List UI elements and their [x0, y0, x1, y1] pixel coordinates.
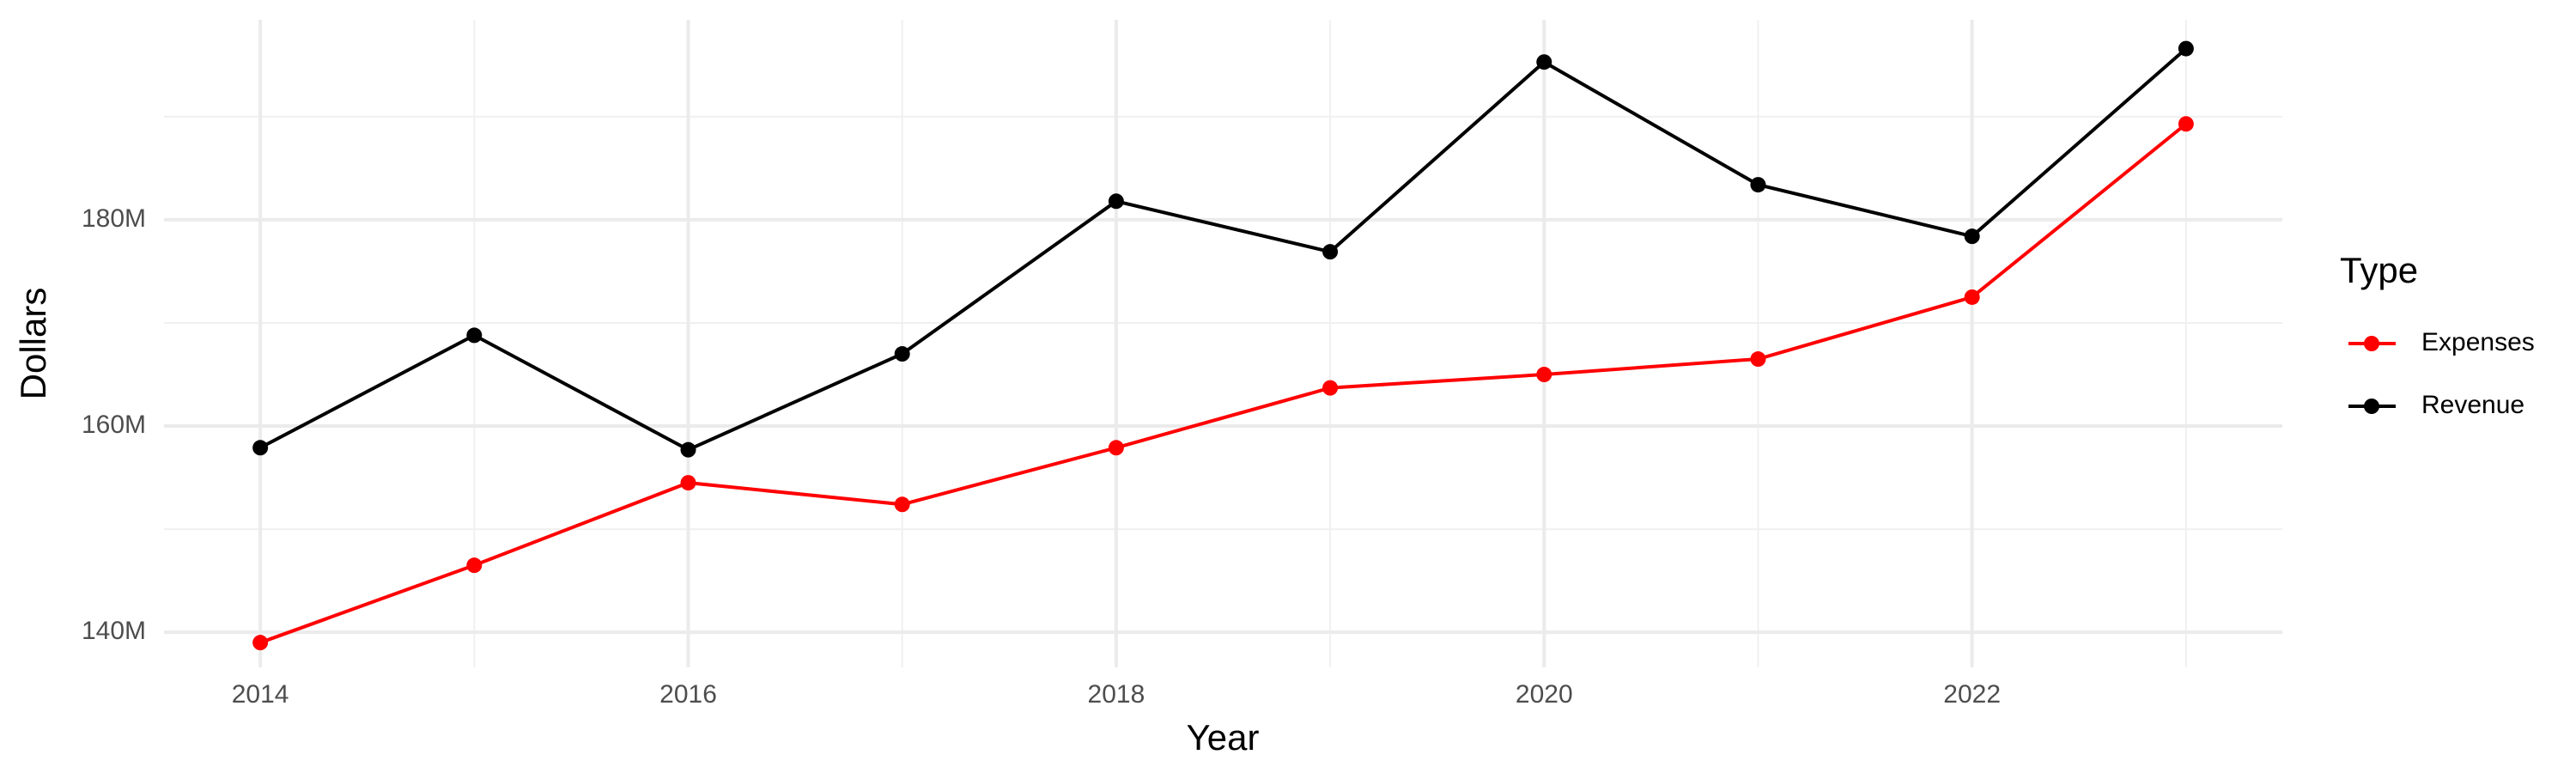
data-point: [680, 475, 696, 491]
y-axis-title: Dollars: [13, 288, 53, 400]
legend-key-point: [2364, 399, 2379, 414]
x-tick-label: 2020: [1516, 680, 1573, 709]
data-point: [466, 327, 483, 344]
data-point: [1322, 380, 1339, 396]
data-point: [1536, 367, 1552, 383]
legend-label: Expenses: [2421, 328, 2535, 356]
data-point: [1750, 177, 1766, 193]
data-point: [1964, 228, 1980, 245]
legend-label: Revenue: [2421, 391, 2524, 419]
data-point: [466, 557, 483, 574]
x-tick-label: 2022: [1943, 680, 2001, 709]
legend-title: Type: [2340, 250, 2418, 290]
y-tick-label: 140M: [82, 617, 146, 645]
data-point: [252, 635, 269, 651]
data-point: [1322, 244, 1339, 260]
x-axis-title: Year: [1187, 717, 1260, 758]
series-line: [259, 47, 2188, 452]
legend-key-point: [2364, 336, 2379, 351]
data-point: [894, 496, 910, 513]
series-line: [259, 122, 2188, 645]
data-point: [680, 441, 696, 458]
x-tick-label: 2014: [232, 680, 289, 709]
data-point: [1108, 193, 1124, 210]
data-point: [252, 440, 269, 456]
data-point: [894, 346, 910, 362]
data-point: [1964, 289, 1980, 305]
y-tick-label: 160M: [82, 411, 146, 439]
data-point: [1536, 54, 1552, 70]
x-tick-label: 2016: [659, 680, 717, 709]
data-point: [2178, 116, 2194, 132]
data-point: [1750, 351, 1766, 368]
data-point: [1108, 440, 1124, 456]
data-point: [2178, 40, 2194, 57]
x-tick-label: 2018: [1088, 680, 1145, 709]
y-tick-label: 180M: [82, 204, 146, 233]
